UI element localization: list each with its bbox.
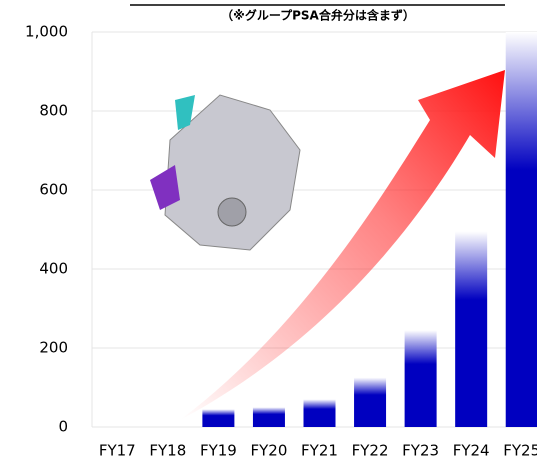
x-tick-label: FY21 xyxy=(301,442,338,460)
bar xyxy=(304,399,336,427)
y-tick-label: 600 xyxy=(39,181,68,199)
y-tick-label: 200 xyxy=(39,339,68,357)
chart: （※グループPSA合弁分は含まず） 0 200 400 600 800 1,000 FY17… xyxy=(0,0,537,464)
bar xyxy=(202,409,234,427)
x-tick-label: FY19 xyxy=(200,442,237,460)
bar xyxy=(405,330,437,427)
y-tick-label: 800 xyxy=(39,102,68,120)
bar xyxy=(455,231,487,427)
bar xyxy=(354,378,386,427)
x-tick-label: FY25 xyxy=(503,442,537,460)
bar xyxy=(506,32,537,427)
chart-subtitle: （※グループPSA合弁分は含まず） xyxy=(221,8,415,23)
y-tick-label: 1,000 xyxy=(25,23,68,41)
x-tick-label: FY17 xyxy=(99,442,136,460)
x-tick-label: FY18 xyxy=(149,442,186,460)
x-tick-label: FY22 xyxy=(352,442,389,460)
x-tick-label: FY24 xyxy=(453,442,490,460)
y-tick-label: 400 xyxy=(39,260,68,278)
y-tick-label: 0 xyxy=(58,418,68,436)
x-tick-label: FY20 xyxy=(250,442,287,460)
bar xyxy=(253,407,285,427)
x-tick-label: FY23 xyxy=(402,442,439,460)
motor-illustration xyxy=(150,95,300,250)
